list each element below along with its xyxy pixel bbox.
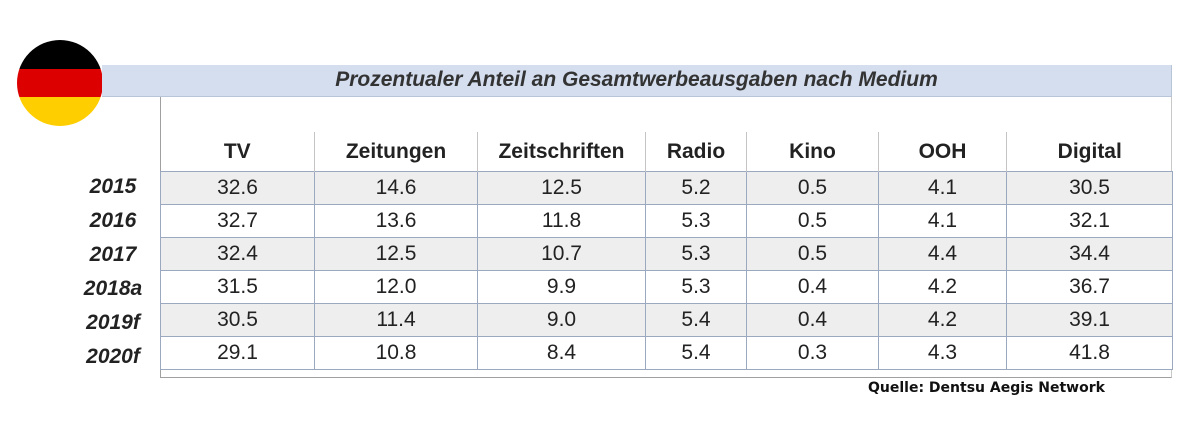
row-label-year: 2019f [86,311,140,334]
cell-zeitungen: 11.4 [314,303,478,337]
flag-band-red [17,68,103,98]
cell-ooh: 4.1 [878,204,1007,238]
chart-title: Prozentualer Anteil an Gesamtwerbeausgab… [102,65,1172,97]
cell-zeitschriften: 9.0 [477,303,646,337]
row-label-year: 2016 [89,209,137,232]
table-row: 31.5 12.0 9.9 5.3 0.4 4.2 36.7 [160,270,1173,304]
column-header-tv: TV [160,132,315,172]
cell-radio: 5.2 [645,171,747,205]
cell-digital: 32.1 [1006,204,1173,238]
column-header-zeitschriften: Zeitschriften [477,132,646,172]
cell-zeitschriften: 9.9 [477,270,646,304]
cell-radio: 5.3 [645,237,747,271]
cell-kino: 0.4 [746,303,879,337]
cell-kino: 0.5 [746,204,879,238]
flag-band-black [17,40,103,69]
cell-zeitschriften: 11.8 [477,204,646,238]
header-row: TV Zeitungen Zeitschriften Radio Kino OO… [160,132,1173,172]
data-table: TV Zeitungen Zeitschriften Radio Kino OO… [160,132,1173,370]
cell-digital: 30.5 [1006,171,1173,205]
column-header-radio: Radio [645,132,747,172]
row-label-year: 2015 [89,175,137,198]
table-row: 30.5 11.4 9.0 5.4 0.4 4.2 39.1 [160,303,1173,337]
flag-band-gold [17,97,103,126]
table-row: 32.7 13.6 11.8 5.3 0.5 4.1 32.1 [160,204,1173,238]
cell-radio: 5.4 [645,303,747,337]
row-label-year: 2018a [83,277,143,300]
cell-digital: 36.7 [1006,270,1173,304]
column-header-ooh: OOH [878,132,1007,172]
cell-radio: 5.3 [645,204,747,238]
cell-kino: 0.3 [746,336,879,370]
column-header-digital: Digital [1057,139,1122,163]
cell-tv: 29.1 [160,336,315,370]
cell-tv: 32.7 [160,204,315,238]
row-label-year: 2017 [89,243,137,266]
cell-ooh: 4.2 [878,270,1007,304]
cell-zeitschriften: 12.5 [477,171,646,205]
cell-tv: 32.4 [160,237,315,271]
cell-kino: 0.5 [746,171,879,205]
cell-zeitungen: 12.5 [314,237,478,271]
cell-radio: 5.4 [645,336,747,370]
germany-flag-icon [17,40,103,126]
cell-radio: 5.3 [645,270,747,304]
table-row: 32.6 14.6 12.5 5.2 0.5 4.1 30.5 [160,171,1173,205]
table-row: 32.4 12.5 10.7 5.3 0.5 4.4 34.4 [160,237,1173,271]
cell-zeitungen: 10.8 [314,336,478,370]
cell-kino: 0.4 [746,270,879,304]
cell-tv: 32.6 [160,171,315,205]
table-body: 32.6 14.6 12.5 5.2 0.5 4.1 30.5 32.7 13.6 11.8 5.3… [160,171,1173,370]
cell-ooh: 4.2 [878,303,1007,337]
table-row: 29.1 10.8 8.4 5.4 0.3 4.3 41.8 [160,336,1173,370]
cell-zeitschriften: 10.7 [477,237,646,271]
source-note: Quelle: Dentsu Aegis Network [868,380,1105,396]
cell-digital: 41.8 [1006,336,1173,370]
cell-digital: 39.1 [1006,303,1173,337]
cell-tv: 30.5 [160,303,315,337]
cell-ooh: 4.1 [878,171,1007,205]
cell-kino: 0.5 [746,237,879,271]
column-header-kino: Kino [746,132,879,172]
cell-zeitungen: 13.6 [314,204,478,238]
cell-zeitungen: 14.6 [314,171,478,205]
cell-ooh: 4.4 [878,237,1007,271]
cell-zeitungen: 12.0 [314,270,478,304]
cell-digital: 34.4 [1006,237,1173,271]
cell-zeitschriften: 8.4 [477,336,646,370]
column-header-zeitungen: Zeitungen [314,132,478,172]
cell-ooh: 4.3 [878,336,1007,370]
cell-tv: 31.5 [160,270,315,304]
row-label-year: 2020f [86,345,140,368]
